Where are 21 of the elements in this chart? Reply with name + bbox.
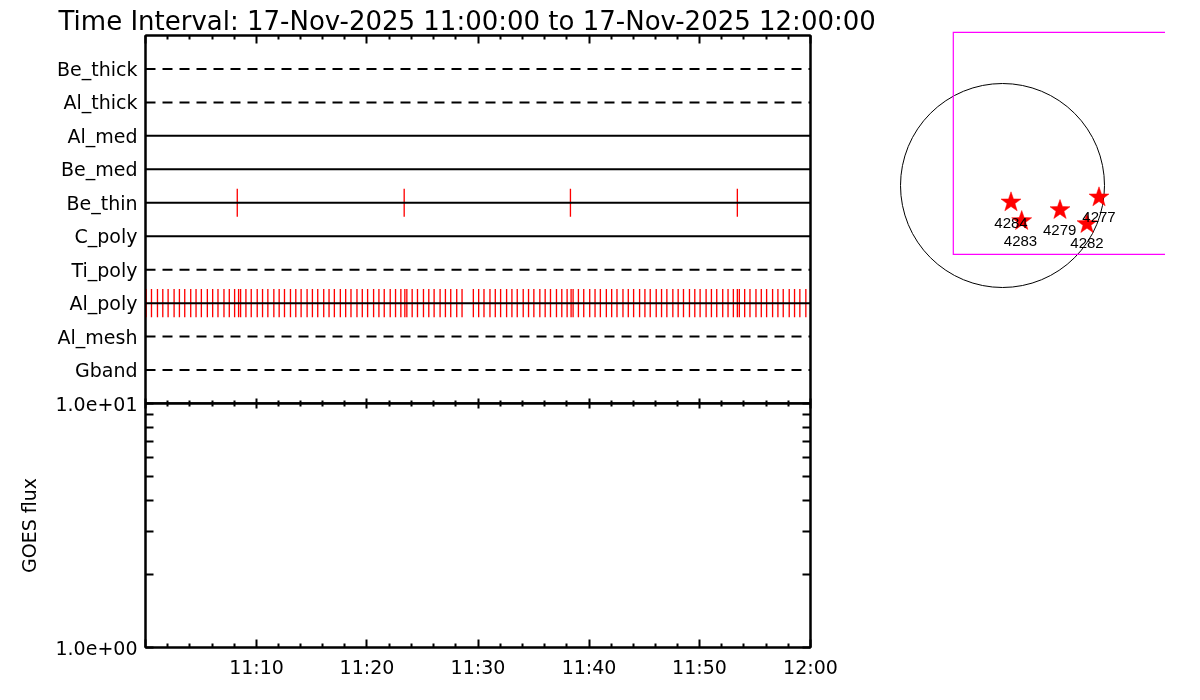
x-tick-label: 12:00 <box>783 655 838 678</box>
x-tick-label: 11:20 <box>339 655 395 678</box>
y-tick-label: Al_med <box>67 124 138 148</box>
text: 4283 <box>1003 232 1038 250</box>
y-axis-title: GOES flux <box>18 477 41 574</box>
chart-title: Time Interval: 17-Nov-2025 11:00:00 to 17-Nov-2025 12:00:00 <box>57 5 876 36</box>
y-tick-label: C_poly <box>74 225 138 249</box>
y-tick-label: 1.0e+00 <box>55 636 138 659</box>
y-tick-label: Al_mesh <box>57 325 138 349</box>
y-tick-label: Be_med <box>61 158 138 182</box>
y-tick-label: 1.0e+01 <box>55 392 138 415</box>
x-tick-label: 11:40 <box>561 655 617 678</box>
y-tick-label: Ti_poly <box>70 258 138 282</box>
y-tick-label: Gband <box>74 359 138 382</box>
y-tick-label: Be_thick <box>57 57 138 81</box>
y-tick-label: Al_poly <box>69 292 138 316</box>
y-tick-label: Al_thick <box>63 91 138 115</box>
x-tick-label: 11:50 <box>672 655 727 678</box>
x-tick-label: 11:10 <box>229 655 284 678</box>
x-tick-label: 11:30 <box>450 655 506 678</box>
y-tick-label: Be_thin <box>66 191 138 215</box>
